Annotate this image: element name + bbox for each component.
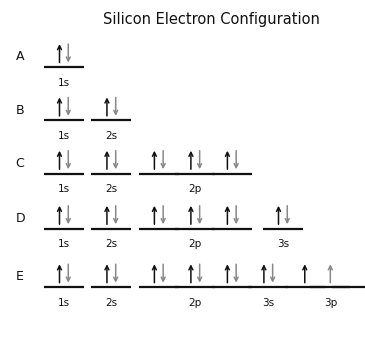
Text: 2p: 2p <box>189 239 202 249</box>
Text: 3s: 3s <box>262 298 274 308</box>
Text: 2s: 2s <box>105 184 118 194</box>
Text: D: D <box>15 212 25 225</box>
Text: 2p: 2p <box>189 184 202 194</box>
Text: 1s: 1s <box>58 184 70 194</box>
Text: B: B <box>16 104 24 117</box>
Text: Silicon Electron Configuration: Silicon Electron Configuration <box>103 12 320 27</box>
Text: 3p: 3p <box>324 298 337 308</box>
Text: 2s: 2s <box>105 298 118 308</box>
Text: A: A <box>16 50 24 63</box>
Text: 2s: 2s <box>105 239 118 249</box>
Text: 1s: 1s <box>58 77 70 88</box>
Text: C: C <box>16 157 24 170</box>
Text: 1s: 1s <box>58 131 70 141</box>
Text: 2s: 2s <box>105 131 118 141</box>
Text: 1s: 1s <box>58 239 70 249</box>
Text: E: E <box>16 270 24 283</box>
Text: 3s: 3s <box>277 239 289 249</box>
Text: 1s: 1s <box>58 298 70 308</box>
Text: 2p: 2p <box>189 298 202 308</box>
